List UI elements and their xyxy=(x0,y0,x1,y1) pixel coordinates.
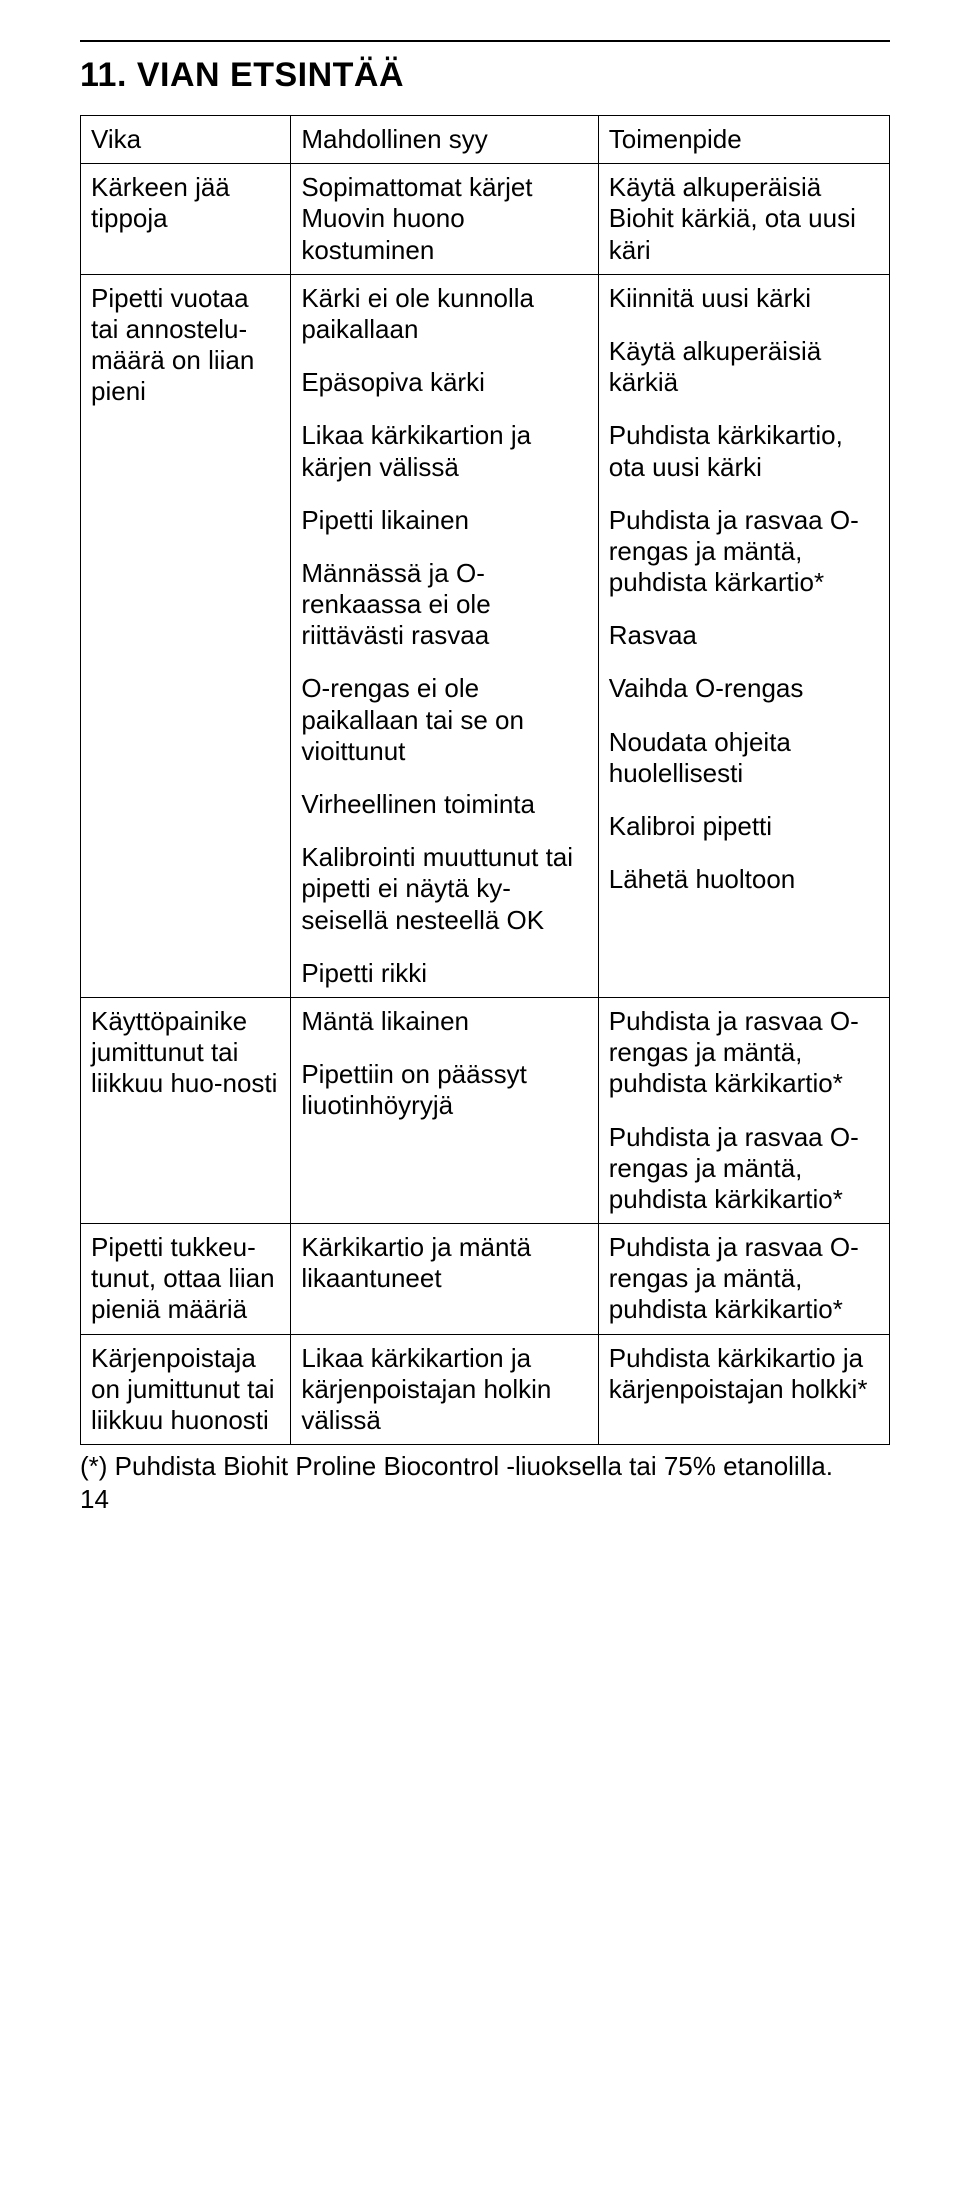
fault-cell: Kärjenpoistaja on jumittunut tai liikkuu… xyxy=(81,1334,291,1445)
table-header-row: Vika Mahdollinen syy Toimenpide xyxy=(81,116,890,164)
cause-text: Likaa kärkikartion ja kärjenpoistajan ho… xyxy=(301,1343,587,1437)
table-row: Pipetti tukkeu-tunut, ottaa liian pieniä… xyxy=(81,1224,890,1335)
fault-cell: Pipetti vuotaa tai annostelu-määrä on li… xyxy=(81,274,291,997)
cause-text: Kärki ei ole kunnolla paikallaan xyxy=(301,283,587,345)
cause-cell: Kärkikartio ja mäntä likaantuneet xyxy=(291,1224,598,1335)
action-text: Puhdista ja rasvaa O-rengas ja mäntä, pu… xyxy=(609,505,879,599)
table-row: Kärjenpoistaja on jumittunut tai liikkuu… xyxy=(81,1334,890,1445)
cause-text: Pipetti rikki xyxy=(301,958,587,989)
fault-cell: Pipetti tukkeu-tunut, ottaa liian pieniä… xyxy=(81,1224,291,1335)
fault-cell: Käyttöpainike jumittunut tai liikkuu huo… xyxy=(81,997,291,1223)
action-text: Käytä alkuperäisiä Biohit kärkiä, ota uu… xyxy=(609,172,879,266)
cause-text: Sopimattomat kärjet Muovin huono kostumi… xyxy=(301,172,587,266)
action-text: Noudata ohjeita huolellisesti xyxy=(609,727,879,789)
action-text: Puhdista ja rasvaa O-rengas ja mäntä, pu… xyxy=(609,1232,879,1326)
action-cell: Kiinnitä uusi kärki Käytä alkuperäisiä kä… xyxy=(598,274,889,997)
cause-cell: Mäntä likainen Pipettiin on päässyt liuot… xyxy=(291,997,598,1223)
cause-text: Kärkikartio ja mäntä likaantuneet xyxy=(301,1232,587,1294)
action-text: Puhdista ja rasvaa O-rengas ja mäntä, pu… xyxy=(609,1006,879,1100)
cause-text: Likaa kärkikartion ja kärjen välissä xyxy=(301,420,587,482)
cause-text: Virheellinen toiminta xyxy=(301,789,587,820)
cause-text: Pipettiin on päässyt liuotinhöyryjä xyxy=(301,1059,587,1121)
table-body: Kärkeen jää tippojaSopimattomat kärjet M… xyxy=(81,164,890,1445)
action-cell: Käytä alkuperäisiä Biohit kärkiä, ota uu… xyxy=(598,164,889,275)
action-text: Käytä alkuperäisiä kärkiä xyxy=(609,336,879,398)
fault-cell: Kärkeen jää tippoja xyxy=(81,164,291,275)
cause-text: Kalibrointi muuttunut tai pipetti ei näy… xyxy=(301,842,587,936)
action-cell: Puhdista kärkikartio ja kärjenpoistajan … xyxy=(598,1334,889,1445)
action-text: Puhdista ja rasvaa O-rengas ja mäntä, pu… xyxy=(609,1122,879,1216)
page-title: 11. VIAN ETSINTÄÄ xyxy=(80,56,890,95)
document-page: 11. VIAN ETSINTÄÄ Vika Mahdollinen syy T… xyxy=(0,0,960,1555)
header-fault: Vika xyxy=(81,116,291,164)
action-text: Kalibroi pipetti xyxy=(609,811,879,842)
cause-text: Epäsopiva kärki xyxy=(301,367,587,398)
action-text: Rasvaa xyxy=(609,620,879,651)
table-row: Kärkeen jää tippojaSopimattomat kärjet M… xyxy=(81,164,890,275)
action-text: Puhdista kärkikartio, ota uusi kärki xyxy=(609,420,879,482)
cause-cell: Likaa kärkikartion ja kärjenpoistajan ho… xyxy=(291,1334,598,1445)
action-text: Puhdista kärkikartio ja kärjenpoistajan … xyxy=(609,1343,879,1405)
page-number: 14 xyxy=(80,1484,890,1515)
header-cause: Mahdollinen syy xyxy=(291,116,598,164)
table-row: Pipetti vuotaa tai annostelu-määrä on li… xyxy=(81,274,890,997)
cause-text: O-rengas ei ole paikallaan tai se on vio… xyxy=(301,673,587,767)
action-cell: Puhdista ja rasvaa O-rengas ja mäntä, pu… xyxy=(598,997,889,1223)
top-rule xyxy=(80,40,890,42)
action-text: Lähetä huoltoon xyxy=(609,864,879,895)
footnote: (*) Puhdista Biohit Proline Biocontrol -… xyxy=(80,1451,890,1482)
cause-cell: Kärki ei ole kunnolla paikallaan Epäsopiv… xyxy=(291,274,598,997)
cause-cell: Sopimattomat kärjet Muovin huono kostumi… xyxy=(291,164,598,275)
cause-text: Männässä ja O-renkaassa ei ole riittäväs… xyxy=(301,558,587,652)
action-text: Kiinnitä uusi kärki xyxy=(609,283,879,314)
header-action: Toimenpide xyxy=(598,116,889,164)
troubleshooting-table: Vika Mahdollinen syy Toimenpide Kärkeen … xyxy=(80,115,890,1445)
action-text: Vaihda O-rengas xyxy=(609,673,879,704)
table-row: Käyttöpainike jumittunut tai liikkuu huo… xyxy=(81,997,890,1223)
cause-text: Pipetti likainen xyxy=(301,505,587,536)
cause-text: Mäntä likainen xyxy=(301,1006,587,1037)
action-cell: Puhdista ja rasvaa O-rengas ja mäntä, pu… xyxy=(598,1224,889,1335)
